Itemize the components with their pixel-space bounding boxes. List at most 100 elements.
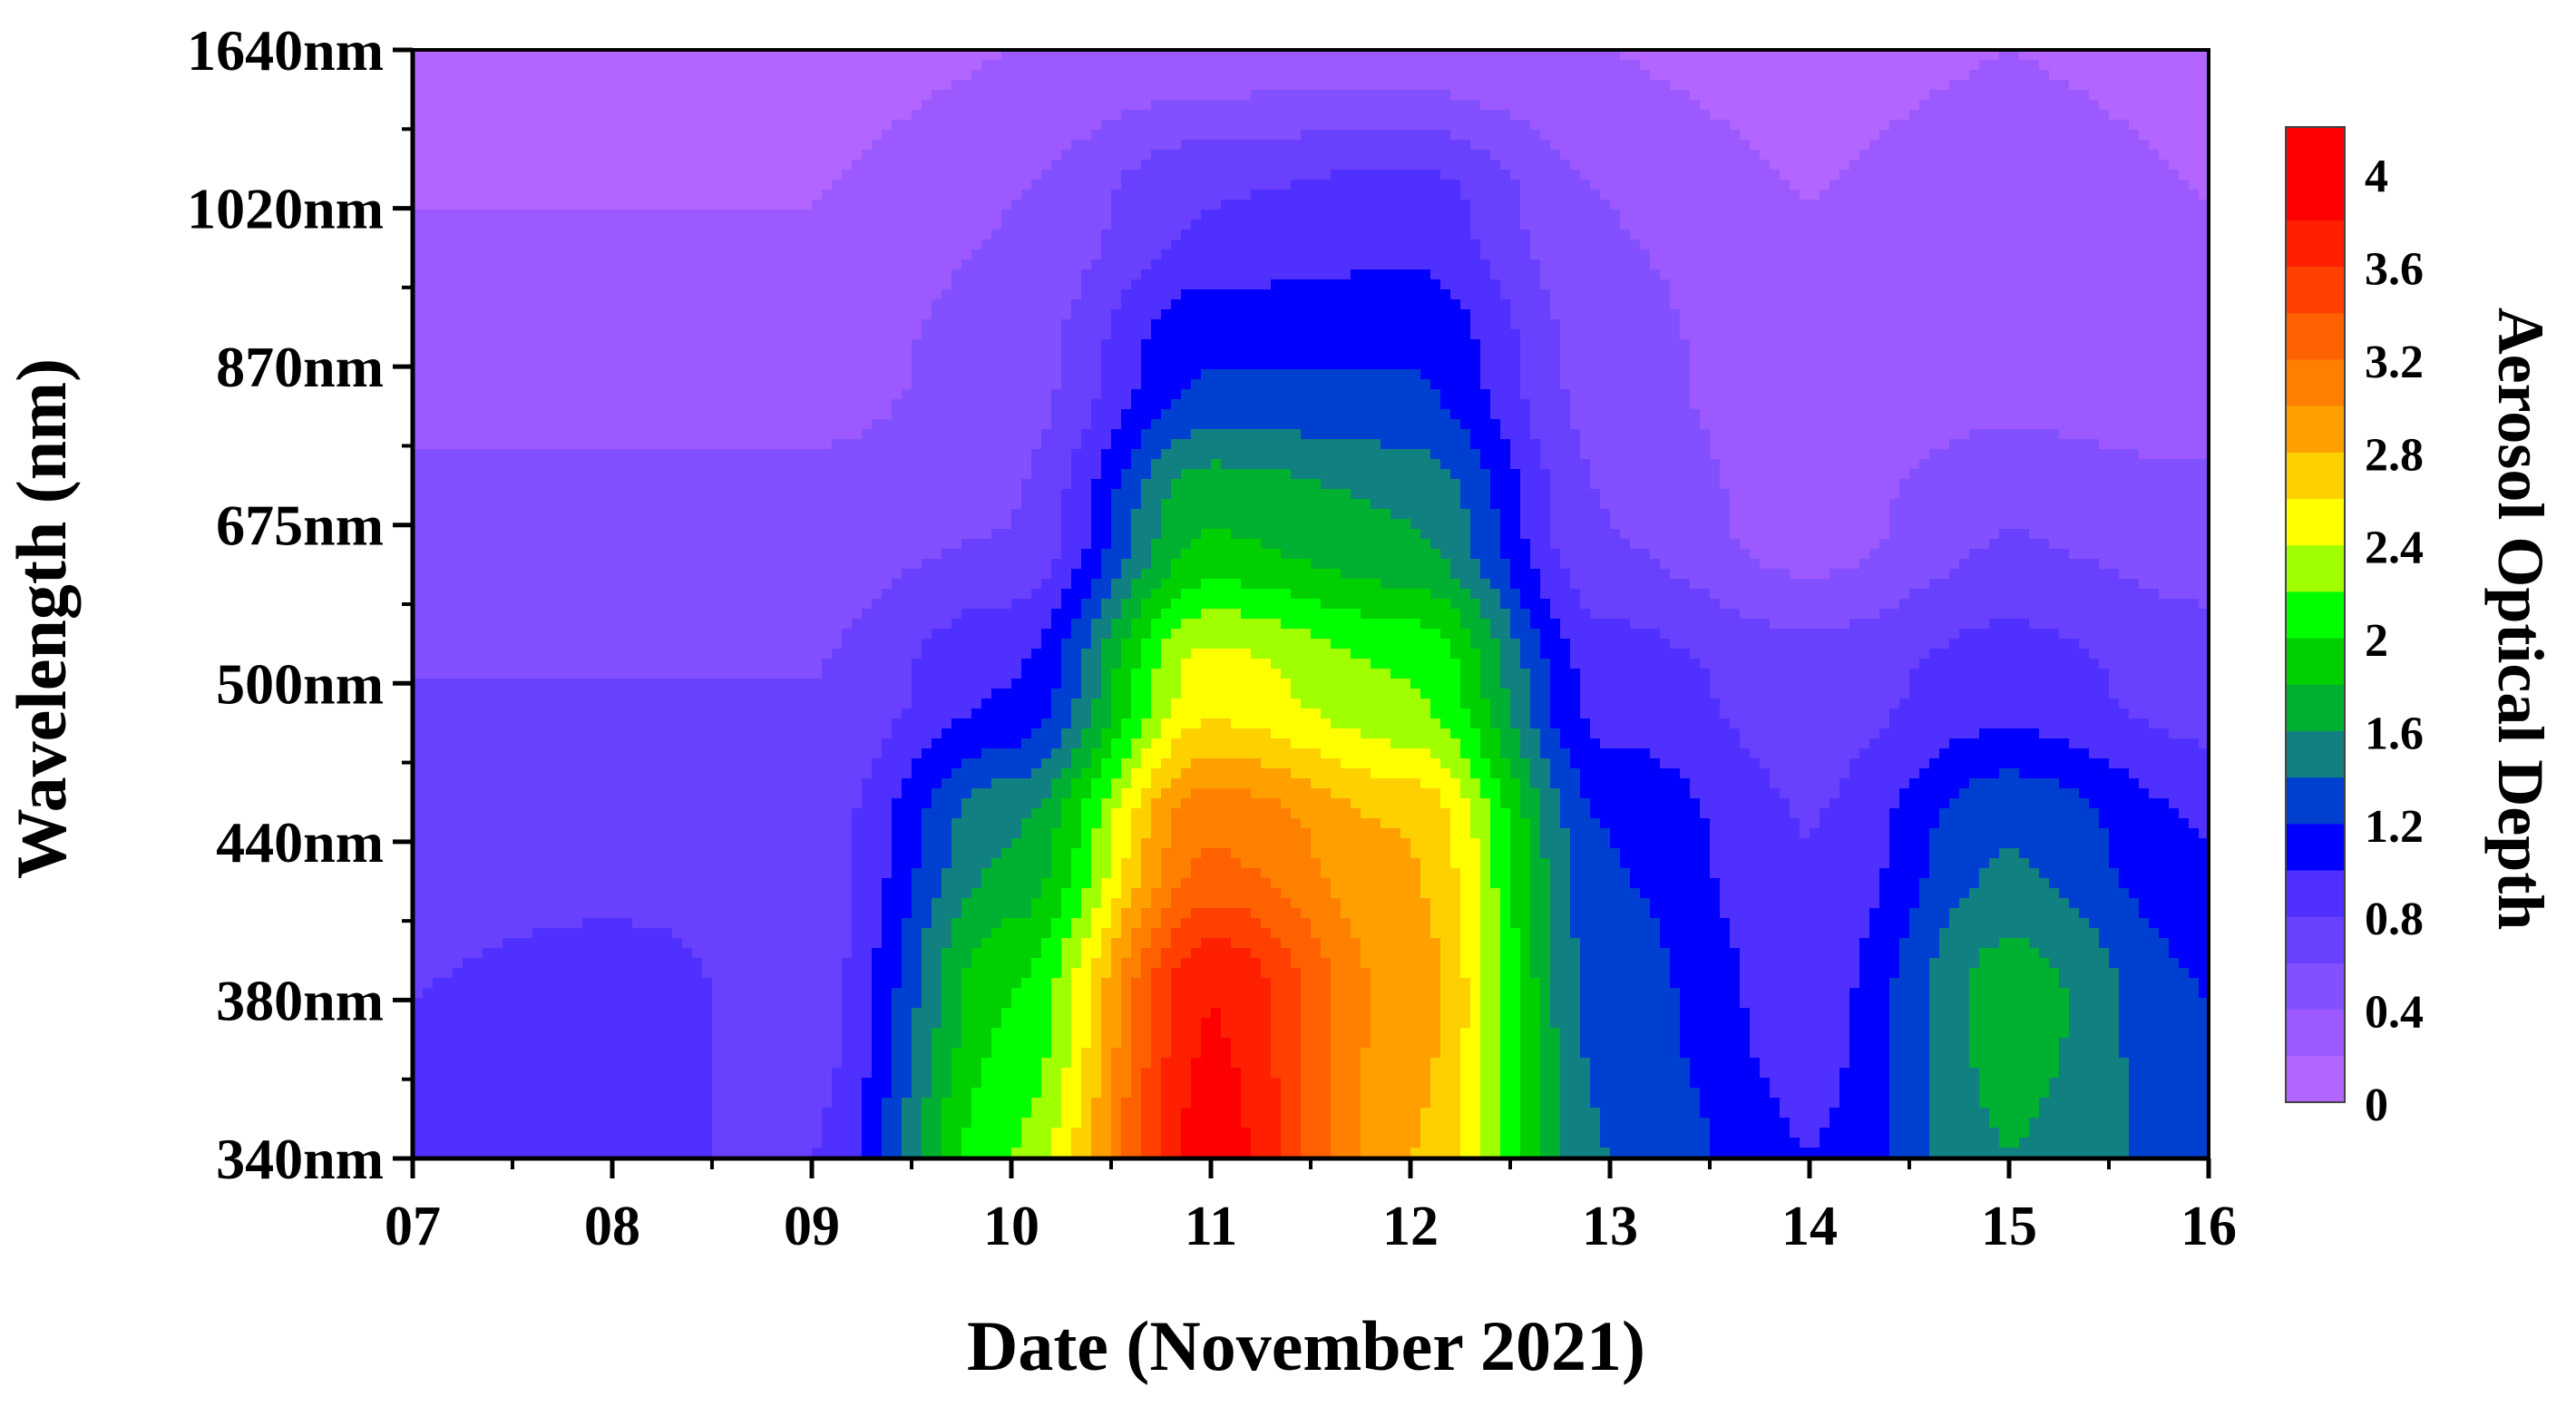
contour-cell <box>632 50 643 61</box>
contour-cell <box>1520 90 1531 101</box>
contour-cell <box>1580 249 1591 260</box>
contour-cell <box>2159 60 2170 71</box>
contour-cell <box>852 289 863 300</box>
contour-cell <box>493 259 503 270</box>
contour-cell <box>732 170 743 181</box>
contour-cell <box>1610 299 1621 310</box>
contour-cell <box>1750 220 1761 230</box>
contour-cell <box>942 309 952 320</box>
contour-cell <box>1660 230 1671 240</box>
contour-cell <box>2019 299 2030 310</box>
contour-cell <box>1321 110 1332 121</box>
contour-cell <box>1550 80 1561 91</box>
contour-cell <box>622 140 633 151</box>
contour-cell <box>752 80 763 91</box>
contour-cell <box>1081 160 1092 171</box>
contour-cell <box>1740 170 1751 181</box>
contour-cell <box>2059 279 2070 290</box>
contour-cell <box>1111 120 1122 131</box>
contour-cell <box>1839 140 1850 151</box>
contour-cell <box>672 110 683 121</box>
contour-cell <box>1820 309 1830 320</box>
contour-cell <box>1390 299 1401 310</box>
contour-cell <box>772 120 783 131</box>
contour-cell <box>1670 100 1681 111</box>
contour-cell <box>812 239 823 250</box>
contour-cell <box>812 150 823 161</box>
contour-cell <box>842 130 853 141</box>
contour-cell <box>642 269 653 280</box>
contour-cell <box>1610 289 1621 300</box>
contour-cell <box>1361 230 1371 240</box>
contour-cell <box>1430 259 1441 270</box>
contour-cell <box>1640 80 1651 91</box>
contour-cell <box>2129 249 2140 260</box>
contour-cell <box>882 80 893 91</box>
contour-cell <box>612 309 623 320</box>
contour-cell <box>1241 90 1252 101</box>
contour-cell <box>1351 50 1361 61</box>
contour-cell <box>642 210 653 220</box>
contour-cell <box>1291 170 1302 181</box>
contour-cell <box>912 120 922 131</box>
contour-cell <box>2039 200 2050 210</box>
contour-cell <box>1241 309 1252 320</box>
contour-cell <box>1780 180 1791 191</box>
contour-cell <box>413 319 424 330</box>
contour-cell <box>1281 100 1292 111</box>
contour-cell <box>1780 120 1791 131</box>
contour-cell <box>2059 289 2070 300</box>
contour-cell <box>1730 190 1741 200</box>
contour-cell <box>1331 309 1342 320</box>
contour-cell <box>1450 140 1461 151</box>
contour-cell <box>1001 120 1012 131</box>
contour-cell <box>1580 170 1591 181</box>
contour-cell <box>1620 269 1631 280</box>
contour-cell <box>1859 140 1870 151</box>
contour-cell <box>652 80 663 91</box>
contour-cell <box>792 259 803 270</box>
contour-cell <box>2059 120 2070 131</box>
contour-cell <box>1959 180 1970 191</box>
contour-cell <box>622 210 633 220</box>
contour-cell <box>2069 210 2080 220</box>
contour-cell <box>2099 309 2110 320</box>
contour-cell <box>1839 190 1850 200</box>
contour-cell <box>1331 269 1342 280</box>
contour-cell <box>1321 130 1332 141</box>
contour-cell <box>1101 299 1112 310</box>
contour-cell <box>1231 170 1242 181</box>
contour-cell <box>1361 239 1371 250</box>
contour-cell <box>532 259 543 270</box>
contour-cell <box>443 160 454 171</box>
contour-cell <box>1420 50 1431 61</box>
contour-cell <box>1331 150 1342 161</box>
contour-cell <box>1021 140 1032 151</box>
contour-cell <box>1031 309 1042 320</box>
contour-cell <box>1530 160 1541 171</box>
contour-cell <box>981 60 992 71</box>
contour-cell <box>1351 269 1361 280</box>
contour-cell <box>1311 279 1322 290</box>
contour-cell <box>522 269 533 280</box>
contour-cell <box>552 120 563 131</box>
contour-cell <box>1690 60 1701 71</box>
contour-cell <box>2109 220 2120 230</box>
contour-cell <box>552 180 563 191</box>
contour-cell <box>1899 210 1910 220</box>
contour-cell <box>1750 259 1761 270</box>
contour-cell <box>2039 309 2050 320</box>
contour-cell <box>712 289 723 300</box>
contour-cell <box>1101 60 1112 71</box>
contour-cell <box>1011 289 1022 300</box>
contour-cell <box>1011 190 1022 200</box>
contour-cell <box>922 160 932 171</box>
contour-cell <box>632 130 643 141</box>
contour-cell <box>1540 50 1551 61</box>
contour-cell <box>532 170 543 181</box>
contour-cell <box>1999 239 2010 250</box>
contour-cell <box>822 299 833 310</box>
contour-cell <box>503 170 513 181</box>
contour-cell <box>1790 180 1800 191</box>
